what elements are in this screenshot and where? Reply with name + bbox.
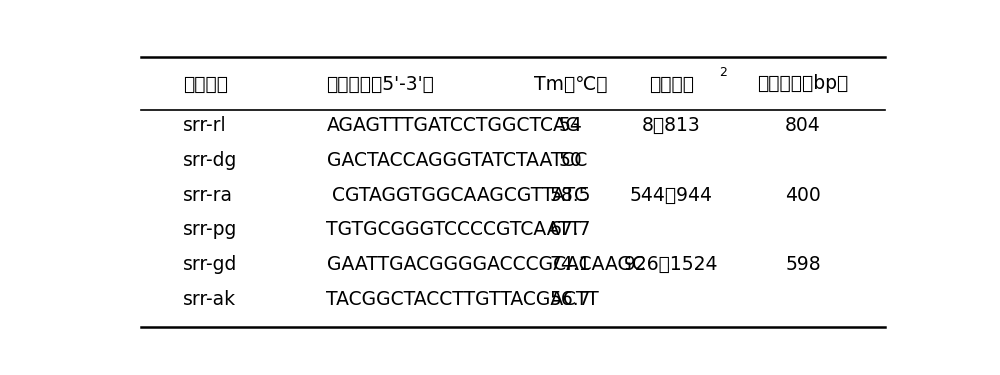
Text: Tm（℃）: Tm（℃） xyxy=(534,75,607,93)
Text: 804: 804 xyxy=(785,116,821,135)
Text: GACTACCAGGGTATCTAATCC: GACTACCAGGGTATCTAATCC xyxy=(326,151,587,170)
Text: srr-ra: srr-ra xyxy=(183,186,233,205)
Text: 926～1524: 926～1524 xyxy=(624,255,719,274)
Text: 56.7: 56.7 xyxy=(550,290,591,309)
Text: 74.1: 74.1 xyxy=(550,255,591,274)
Text: 400: 400 xyxy=(785,186,821,205)
Text: AGAGTTTGATCCTGGCTCAG: AGAGTTTGATCCTGGCTCAG xyxy=(326,116,580,135)
Text: 8～813: 8～813 xyxy=(642,116,701,135)
Text: srr-ak: srr-ak xyxy=(183,290,236,309)
Text: TGTGCGGGTCCCCGTCAATT: TGTGCGGGTCCCCGTCAATT xyxy=(326,220,582,239)
Text: 58.5: 58.5 xyxy=(550,186,591,205)
Text: CGTAGGTGGCAAGCGTTATC: CGTAGGTGGCAAGCGTTATC xyxy=(326,186,588,205)
Text: 扩增区域: 扩增区域 xyxy=(649,75,694,93)
Text: 50: 50 xyxy=(559,151,582,170)
Text: TACGGCTACCTTGTTACGACTT: TACGGCTACCTTGTTACGACTT xyxy=(326,290,599,309)
Text: 引物名称: 引物名称 xyxy=(183,75,228,93)
Text: srr-gd: srr-gd xyxy=(183,255,238,274)
Text: 598: 598 xyxy=(785,255,821,274)
Text: 544～944: 544～944 xyxy=(630,186,713,205)
Text: GAATTGACGGGGACCCGCACAAGC: GAATTGACGGGGACCCGCACAAGC xyxy=(326,255,644,274)
Text: 54: 54 xyxy=(559,116,583,135)
Text: 2: 2 xyxy=(719,66,727,79)
Text: srr-dg: srr-dg xyxy=(183,151,238,170)
Text: srr-pg: srr-pg xyxy=(183,220,238,239)
Text: srr-rl: srr-rl xyxy=(183,116,227,135)
Text: 67.7: 67.7 xyxy=(550,220,591,239)
Text: 引物序列（5'-3'）: 引物序列（5'-3'） xyxy=(326,75,434,93)
Text: 产物大小（bp）: 产物大小（bp） xyxy=(758,75,849,93)
